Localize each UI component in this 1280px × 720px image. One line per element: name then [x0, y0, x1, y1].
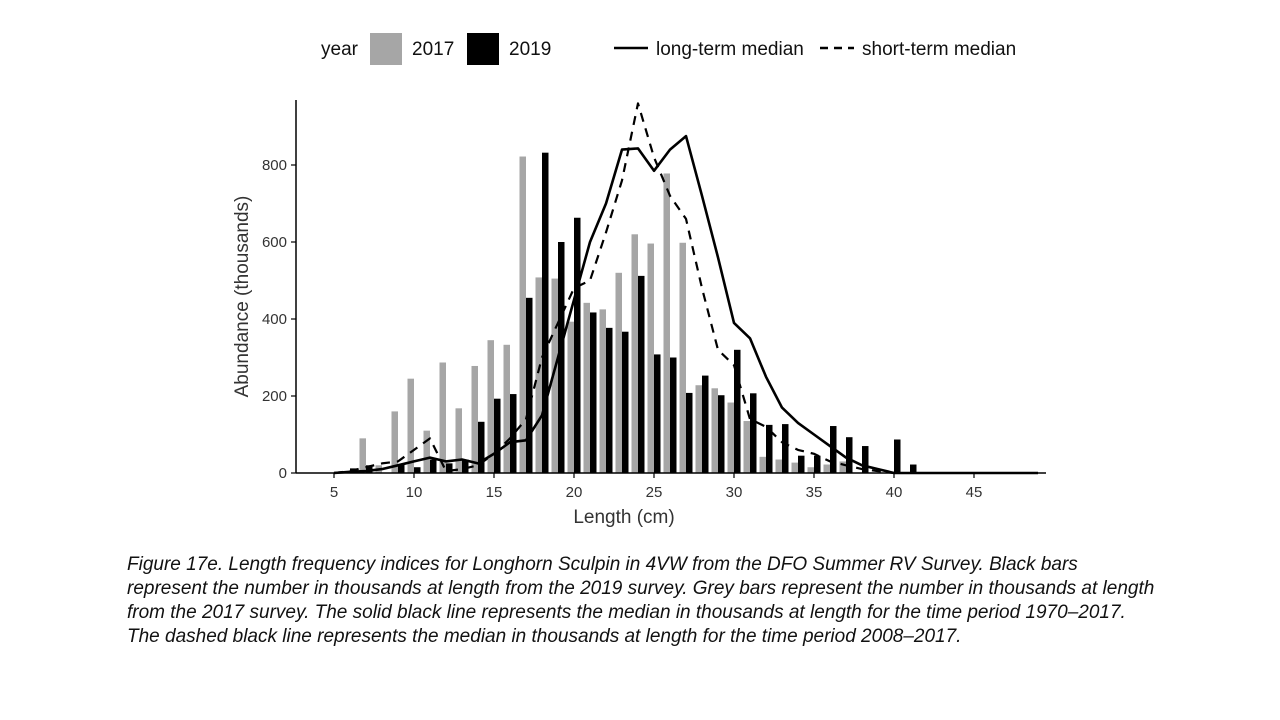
plot-area — [333, 102, 1038, 475]
y-tick-label: 200 — [262, 388, 287, 405]
bar-2017 — [391, 411, 398, 473]
bar-2017 — [631, 234, 638, 473]
bar-2017 — [839, 461, 846, 473]
bar-2019 — [430, 459, 437, 473]
x-tick-label: 5 — [330, 484, 338, 501]
bar-2017 — [359, 438, 366, 473]
bar-2019 — [670, 357, 677, 473]
legend-swatch-2017 — [370, 33, 402, 65]
x-tick-label: 25 — [646, 484, 663, 501]
x-axis-label: Length (cm) — [573, 507, 674, 528]
bar-2017 — [407, 378, 414, 473]
legend-label-2019: 2019 — [509, 39, 551, 60]
bar-2019 — [782, 424, 789, 473]
bar-2017 — [567, 321, 574, 473]
bar-2019 — [686, 392, 693, 473]
bar-2017 — [791, 462, 798, 473]
bar-2019 — [910, 464, 917, 473]
bar-2019 — [478, 421, 485, 473]
legend-swatch-2019 — [467, 33, 499, 65]
bar-2017 — [759, 456, 766, 473]
bar-2017 — [663, 173, 670, 473]
bar-2019 — [526, 297, 533, 473]
bar-2017 — [727, 402, 734, 473]
bar-2019 — [750, 393, 757, 473]
bar-2019 — [798, 455, 805, 473]
bar-2019 — [558, 242, 565, 473]
bar-2019 — [446, 463, 453, 473]
y-tick-label: 400 — [262, 311, 287, 328]
bar-2017 — [487, 340, 494, 473]
short-term-median-line — [333, 102, 895, 475]
bar-2019 — [894, 439, 901, 473]
x-tick-label: 30 — [726, 484, 743, 501]
bar-2017 — [519, 156, 526, 473]
bar-2019 — [846, 437, 853, 473]
legend-title: year — [321, 39, 359, 60]
bars-2017 — [359, 156, 846, 473]
bar-2019 — [606, 327, 613, 473]
y-axis-label: Abundance (thousands) — [232, 196, 253, 398]
axes: 5 10 15 20 25 30 35 40 45 0 200 400 600 800 Length (… — [232, 100, 1046, 528]
bar-2019 — [702, 375, 709, 473]
x-tick-label: 15 — [486, 484, 503, 501]
bar-2017 — [695, 385, 702, 473]
bar-2019 — [766, 424, 773, 473]
bar-2019 — [398, 464, 405, 473]
bar-2017 — [647, 243, 654, 473]
legend-label-long-term: long-term median — [656, 39, 804, 60]
y-axis-ticks: 0 200 400 600 800 — [262, 157, 296, 482]
bar-2019 — [590, 312, 597, 473]
bar-2019 — [734, 349, 741, 473]
bar-2019 — [462, 459, 469, 473]
y-tick-label: 800 — [262, 157, 287, 174]
bar-2019 — [622, 331, 629, 473]
x-tick-label: 45 — [966, 484, 983, 501]
bar-2017 — [679, 242, 686, 473]
x-tick-label: 35 — [806, 484, 823, 501]
bar-2017 — [503, 344, 510, 473]
length-frequency-chart: year 2017 2019 long-term median short-te… — [232, 33, 1046, 528]
bar-2017 — [823, 464, 830, 473]
bar-2017 — [423, 430, 430, 473]
bar-2019 — [494, 398, 501, 473]
y-tick-label: 600 — [262, 234, 287, 251]
bar-2019 — [414, 467, 421, 473]
x-tick-label: 10 — [406, 484, 423, 501]
bar-2017 — [615, 272, 622, 473]
bar-2019 — [574, 217, 581, 473]
figure-caption: Figure 17e. Length frequency indices for… — [127, 554, 1155, 647]
bar-2017 — [583, 302, 590, 473]
bar-2019 — [862, 446, 869, 473]
legend-label-short-term: short-term median — [862, 39, 1016, 60]
bar-2019 — [542, 152, 549, 473]
bar-2017 — [775, 459, 782, 473]
bar-2017 — [711, 388, 718, 473]
bar-2017 — [807, 467, 814, 473]
legend-label-2017: 2017 — [412, 39, 454, 60]
bar-2019 — [718, 395, 725, 473]
bar-2019 — [638, 275, 645, 473]
y-tick-label: 0 — [279, 465, 287, 482]
bar-2019 — [510, 394, 517, 473]
bar-2017 — [439, 362, 446, 473]
bar-2019 — [366, 465, 373, 473]
bar-2017 — [743, 421, 750, 473]
x-axis-ticks: 5 10 15 20 25 30 35 40 45 — [330, 473, 983, 501]
bars-2019 — [350, 152, 917, 473]
bar-2019 — [654, 354, 661, 473]
bar-2017 — [535, 277, 542, 473]
x-tick-label: 20 — [566, 484, 583, 501]
legend: year 2017 2019 long-term median short-te… — [321, 33, 1016, 65]
bar-2017 — [551, 278, 558, 473]
x-tick-label: 40 — [886, 484, 903, 501]
bar-2017 — [599, 309, 606, 473]
bar-2017 — [471, 365, 478, 473]
bar-2019 — [814, 455, 821, 473]
bar-2017 — [455, 408, 462, 473]
